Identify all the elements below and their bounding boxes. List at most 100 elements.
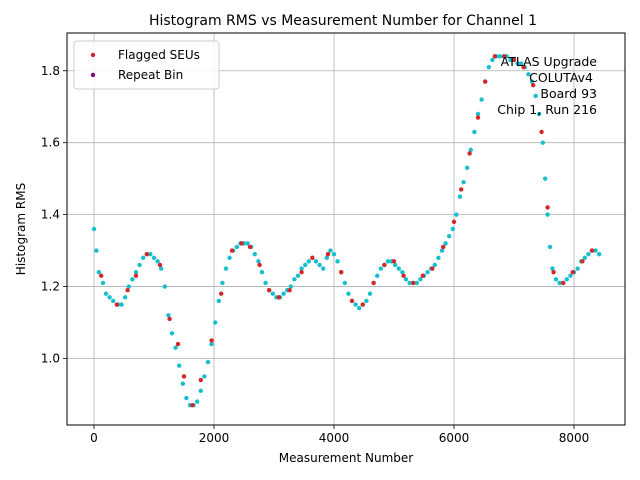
point-flagged-seus (181, 374, 187, 379)
point-flagged-seus (125, 287, 130, 293)
point-histogram-rms (547, 244, 553, 250)
point-histogram-rms (270, 291, 275, 296)
point-histogram-rms (159, 266, 164, 271)
point-histogram-rms (292, 277, 297, 282)
point-histogram-rms (94, 248, 99, 253)
point-histogram-rms (432, 262, 437, 268)
point-flagged-seus (157, 262, 163, 268)
point-histogram-rms (234, 244, 239, 250)
point-flagged-seus (391, 259, 397, 264)
point-flagged-seus (580, 259, 585, 264)
point-histogram-rms (540, 140, 545, 145)
point-flagged-seus (561, 280, 566, 286)
annotation-line-3: Board 93 (540, 86, 597, 101)
x-tick-label: 8000 (559, 431, 590, 445)
point-histogram-rms (321, 266, 326, 271)
point-histogram-rms (155, 259, 160, 264)
point-histogram-rms (342, 280, 347, 286)
point-flagged-seus (299, 269, 304, 275)
point-histogram-rms (537, 111, 542, 117)
point-histogram-rms (335, 259, 340, 264)
point-histogram-rms (198, 388, 203, 394)
point-histogram-rms (173, 345, 178, 350)
point-flagged-seus (531, 82, 536, 88)
point-histogram-rms (597, 251, 602, 257)
point-flagged-seus (267, 287, 272, 293)
point-histogram-rms (263, 280, 268, 286)
point-histogram-rms (593, 248, 598, 253)
point-flagged-seus (310, 255, 315, 260)
point-histogram-rms (378, 266, 383, 271)
point-flagged-seus (198, 377, 203, 383)
point-flagged-seus (430, 266, 435, 271)
point-histogram-rms (331, 251, 337, 257)
point-histogram-rms (216, 298, 221, 304)
point-flagged-seus (175, 341, 181, 347)
point-histogram-rms (126, 284, 131, 289)
point-histogram-rms (443, 241, 448, 246)
point-histogram-rms (148, 251, 153, 257)
point-flagged-seus (589, 248, 595, 253)
point-histogram-rms (107, 295, 112, 300)
point-histogram-rms (111, 298, 116, 304)
point-flagged-seus (441, 244, 446, 250)
plot-frame (66, 32, 626, 426)
point-histogram-rms (133, 269, 139, 275)
point-flagged-seus (349, 298, 355, 304)
annotation-line-1: ATLAS Upgrade (501, 54, 598, 69)
point-histogram-rms (550, 266, 555, 271)
point-histogram-rms (177, 363, 182, 368)
point-histogram-rms (151, 255, 157, 260)
point-flagged-seus (190, 403, 195, 408)
legend-label-repeat-bin: Repeat Bin (118, 68, 183, 82)
point-histogram-rms (414, 280, 419, 286)
annotation: ATLAS Upgrade COLUTAv4 Board 93 Chip 1, … (497, 54, 597, 117)
point-histogram-rms (529, 79, 535, 84)
point-histogram-rms (259, 269, 265, 275)
point-flagged-seus (551, 269, 556, 275)
point-flagged-seus (475, 115, 481, 120)
point-histogram-rms (439, 248, 445, 253)
point-histogram-rms (582, 255, 587, 260)
point-histogram-rms (346, 291, 351, 296)
x-tick-label: 6000 (439, 431, 470, 445)
point-flagged-seus (545, 205, 550, 210)
legend-label-flagged-seus: Flagged SEUs (118, 48, 200, 62)
point-histogram-rms (195, 399, 200, 404)
point-histogram-rms (479, 97, 484, 102)
point-flagged-seus (219, 291, 224, 296)
point-histogram-rms (141, 255, 146, 260)
point-histogram-rms (557, 280, 562, 286)
point-histogram-rms (457, 194, 463, 199)
point-histogram-rms (393, 262, 398, 268)
point-histogram-rms (450, 226, 455, 232)
point-flagged-seus (339, 269, 344, 275)
point-flagged-seus (371, 280, 376, 286)
point-flagged-seus (411, 280, 416, 286)
x-axis-label: Measurement Number (279, 451, 413, 465)
point-histogram-rms (123, 295, 128, 300)
point-histogram-rms (295, 273, 301, 278)
point-histogram-rms (91, 226, 97, 232)
point-histogram-rms (162, 284, 167, 289)
annotation-line-4: Chip 1, Run 216 (497, 102, 597, 117)
point-flagged-seus (325, 251, 331, 257)
point-histogram-rms (461, 180, 466, 185)
y-tick-label: 1.0 (41, 351, 60, 365)
point-histogram-rms (137, 262, 142, 268)
point-histogram-rms (568, 273, 573, 278)
x-tick-label: 0 (90, 431, 98, 445)
point-flagged-seus (467, 151, 472, 156)
point-histogram-rms (497, 54, 502, 59)
point-flagged-seus (492, 54, 497, 59)
x-tick-label: 4000 (319, 431, 350, 445)
point-histogram-rms (407, 280, 412, 286)
point-flagged-seus (420, 273, 425, 278)
point-histogram-rms (533, 93, 538, 99)
point-histogram-rms (130, 277, 135, 282)
y-axis-ticks: 1.0 1.2 1.4 1.6 1.8 (41, 64, 67, 365)
chart-title: Histogram RMS vs Measurement Number for … (149, 13, 537, 29)
point-histogram-rms (100, 280, 106, 286)
point-histogram-rms (575, 266, 580, 271)
